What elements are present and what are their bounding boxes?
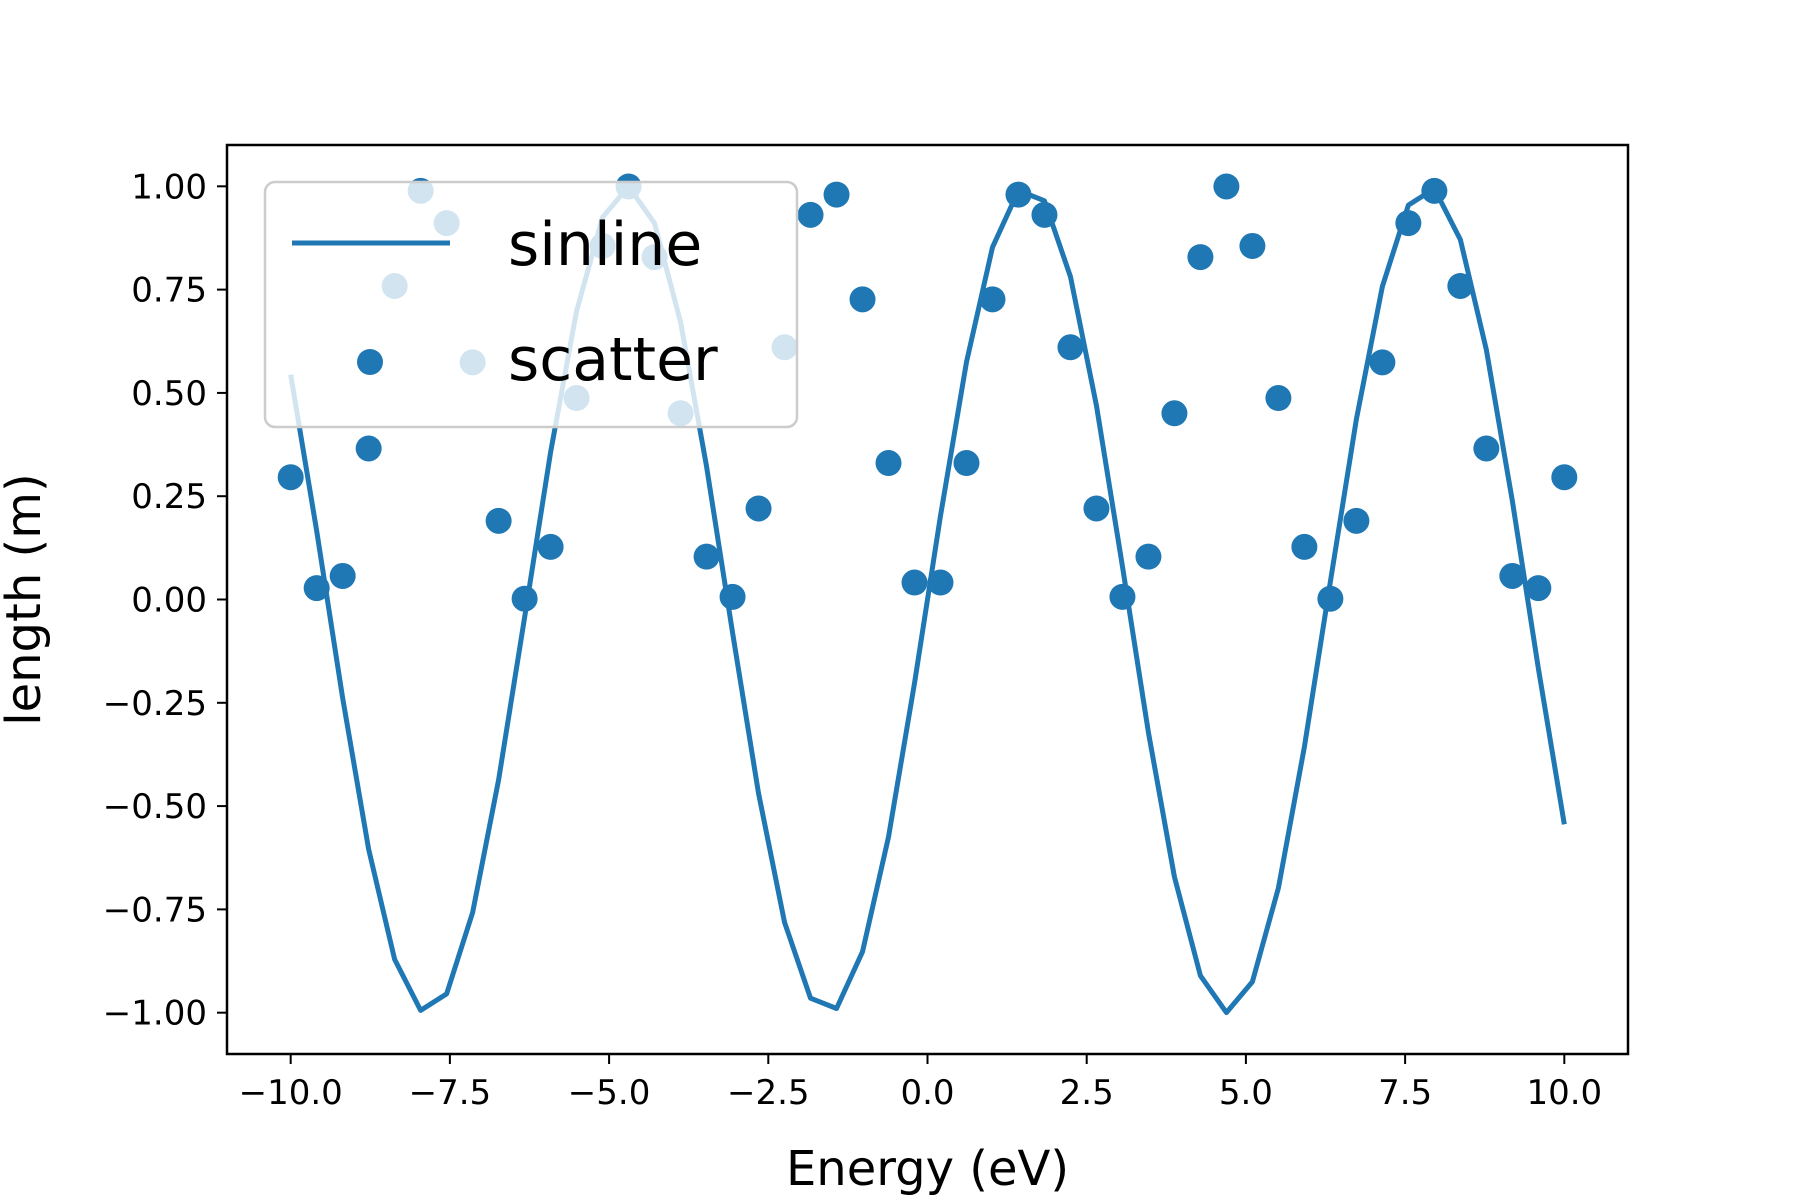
x-tick-label: −2.5 [727, 1073, 810, 1113]
scatter-point [1395, 210, 1422, 237]
scatter-point [797, 201, 824, 228]
scatter-point [1291, 533, 1318, 560]
scatter-point [485, 507, 512, 534]
scatter-point [1213, 173, 1240, 200]
scatter-point [511, 585, 538, 612]
scatter-point [823, 181, 850, 208]
legend-scatter-swatch [357, 349, 383, 375]
scatter-point [1083, 495, 1110, 522]
scatter-point [719, 583, 746, 610]
scatter-point [1187, 244, 1214, 271]
y-tick-label: −0.50 [103, 787, 207, 827]
x-tick-label: 0.0 [900, 1073, 954, 1113]
scatter-point [901, 569, 928, 596]
scatter-point [953, 450, 980, 477]
scatter-point [1525, 575, 1552, 602]
scatter-point [1421, 177, 1448, 204]
legend: sinline scatter [263, 180, 799, 429]
y-tick-label: 0.25 [131, 477, 207, 517]
scatter-point [1109, 583, 1136, 610]
scatter-point [1135, 543, 1162, 570]
y-tick-label: −0.75 [103, 890, 207, 930]
scatter-point [1369, 349, 1396, 376]
scatter-point [1551, 464, 1578, 491]
scatter-point [1031, 201, 1058, 228]
y-tick-label: 0.00 [131, 581, 207, 621]
scatter-point [303, 575, 330, 602]
scatter-point [537, 533, 564, 560]
scatter-point [329, 562, 356, 589]
series-line-sinline [288, 183, 1567, 1016]
y-tick-label: 0.50 [131, 374, 207, 414]
y-tick-label: −1.00 [103, 994, 207, 1034]
x-tick-label: 5.0 [1219, 1073, 1273, 1113]
scatter-point [693, 543, 720, 570]
scatter-point [1473, 435, 1500, 462]
scatter-point [355, 435, 382, 462]
x-tick-label: −5.0 [568, 1073, 651, 1113]
y-tick-label: 0.75 [131, 271, 207, 311]
y-axis-ticks: −1.00 −0.75 −0.50 −0.25 0.00 0.25 0.50 0.75 1.00 [103, 167, 227, 1034]
scatter-point [1161, 400, 1188, 427]
scatter-point [277, 464, 304, 491]
scatter-point [1005, 181, 1032, 208]
scatter-point [1343, 507, 1370, 534]
y-axis-label: length (m) [0, 473, 52, 725]
x-axis-label: Energy (eV) [786, 1141, 1069, 1197]
scatter-point [1499, 562, 1526, 589]
scatter-point [979, 286, 1006, 313]
x-tick-label: −10.0 [239, 1073, 343, 1113]
legend-label-scatter: scatter [508, 325, 718, 395]
y-tick-label: 1.00 [131, 167, 207, 207]
scatter-point [927, 569, 954, 596]
x-tick-label: 2.5 [1060, 1073, 1114, 1113]
scatter-point [1057, 334, 1084, 361]
scatter-point [1239, 232, 1266, 259]
scatter-point [849, 286, 876, 313]
x-tick-label: 10.0 [1526, 1073, 1602, 1113]
scatter-point [1447, 272, 1474, 299]
x-tick-label: −7.5 [409, 1073, 492, 1113]
legend-label-sinline: sinline [508, 210, 702, 280]
y-tick-label: −0.25 [103, 684, 207, 724]
scatter-point [1265, 385, 1292, 412]
x-tick-label: 7.5 [1378, 1073, 1432, 1113]
scatter-point [875, 450, 902, 477]
scatter-point [745, 495, 772, 522]
scatter-point [1317, 585, 1344, 612]
x-axis-ticks: −10.0 −7.5 −5.0 −2.5 0.0 2.5 5.0 7.5 10.0 [239, 1054, 1602, 1113]
